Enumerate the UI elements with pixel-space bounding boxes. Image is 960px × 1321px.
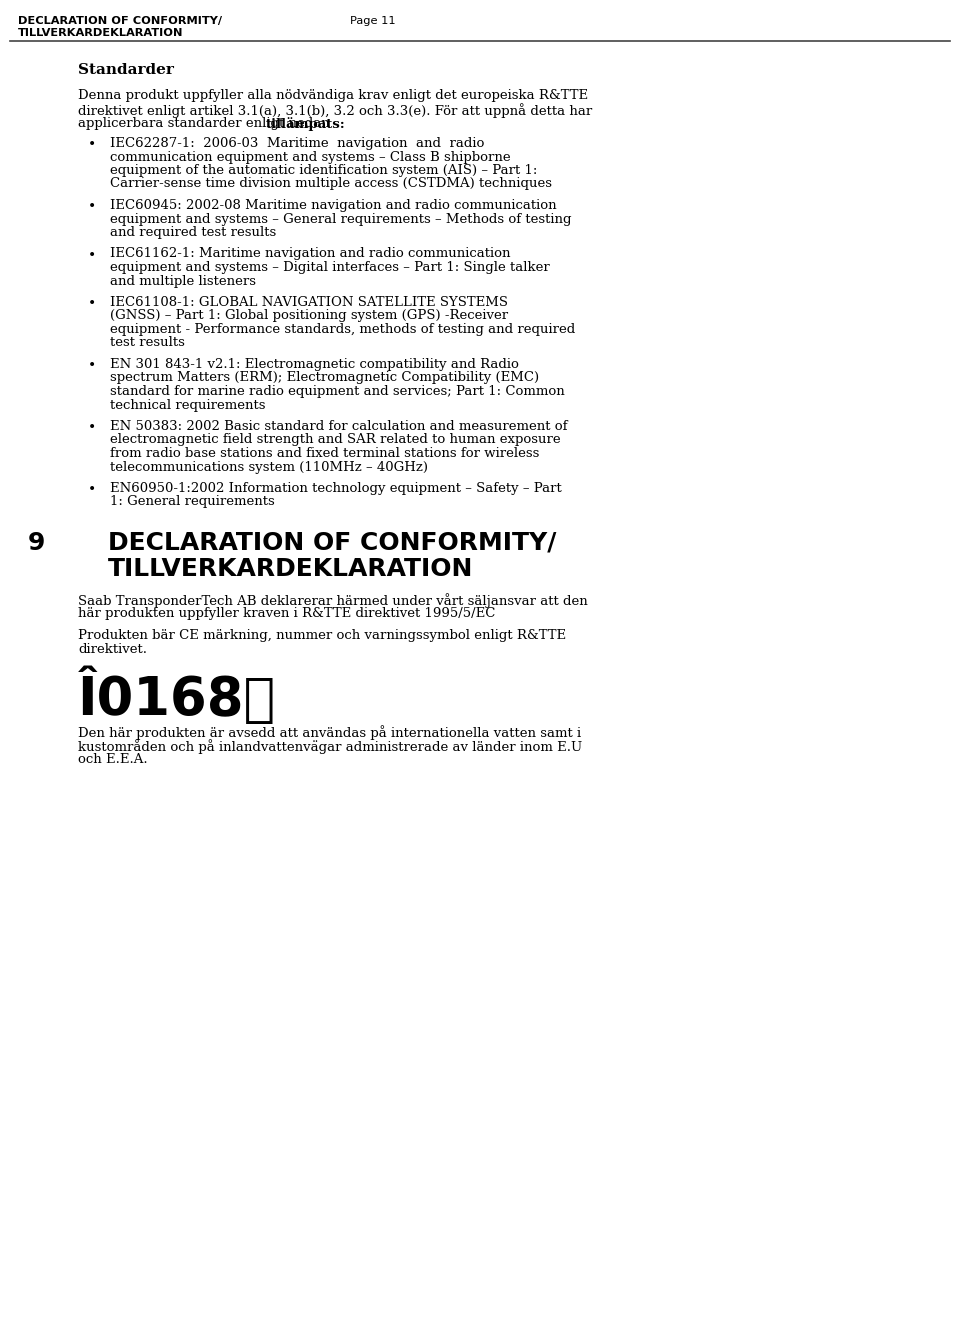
Text: IEC61108-1: GLOBAL NAVIGATION SATELLITE SYSTEMS: IEC61108-1: GLOBAL NAVIGATION SATELLITE … [110, 296, 508, 309]
Text: spectrum Matters (ERM); Electromagnetic Compatibility (EMC): spectrum Matters (ERM); Electromagnetic … [110, 371, 540, 384]
Text: tillämpats:: tillämpats: [266, 118, 346, 131]
Text: DECLARATION OF CONFORMITY/: DECLARATION OF CONFORMITY/ [108, 531, 557, 555]
Text: Saab TransponderTech AB deklarerar härmed under vårt säljansvar att den: Saab TransponderTech AB deklarerar härme… [78, 593, 588, 608]
Text: här produkten uppfyller kraven i R&TTE direktivet 1995/5/EC: här produkten uppfyller kraven i R&TTE d… [78, 608, 495, 620]
Text: •: • [88, 483, 96, 497]
Text: IEC60945: 2002-08 Maritime navigation and radio communication: IEC60945: 2002-08 Maritime navigation an… [110, 199, 557, 211]
Text: 1: General requirements: 1: General requirements [110, 495, 275, 509]
Text: equipment - Performance standards, methods of testing and required: equipment - Performance standards, metho… [110, 324, 575, 336]
Text: standard for marine radio equipment and services; Part 1: Common: standard for marine radio equipment and … [110, 384, 564, 398]
Text: applicerbara standarder enligt nedan: applicerbara standarder enligt nedan [78, 118, 334, 129]
Text: Denna produkt uppfyller alla nödvändiga krav enligt det europeiska R&TTE: Denna produkt uppfyller alla nödvändiga … [78, 89, 588, 102]
Text: direktivet enligt artikel 3.1(a), 3.1(b), 3.2 och 3.3(e). För att uppnå detta ha: direktivet enligt artikel 3.1(a), 3.1(b)… [78, 103, 592, 118]
Text: 9: 9 [28, 531, 45, 555]
Text: equipment and systems – General requirements – Methods of testing: equipment and systems – General requirem… [110, 213, 571, 226]
Text: Î0168ⓘ: Î0168ⓘ [78, 667, 276, 725]
Text: Produkten bär CE märkning, nummer och varningssymbol enligt R&TTE: Produkten bär CE märkning, nummer och va… [78, 629, 566, 642]
Text: •: • [88, 137, 96, 152]
Text: •: • [88, 359, 96, 373]
Text: •: • [88, 297, 96, 310]
Text: and required test results: and required test results [110, 226, 276, 239]
Text: IEC61162-1: Maritime navigation and radio communication: IEC61162-1: Maritime navigation and radi… [110, 247, 511, 260]
Text: electromagnetic field strength and SAR related to human exposure: electromagnetic field strength and SAR r… [110, 433, 561, 446]
Text: Den här produkten är avsedd att användas på internationella vatten samt i: Den här produkten är avsedd att användas… [78, 725, 581, 740]
Text: •: • [88, 248, 96, 263]
Text: telecommunications system (110MHz – 40GHz): telecommunications system (110MHz – 40GH… [110, 461, 428, 473]
Text: EN 301 843-1 v2.1: Electromagnetic compatibility and Radio: EN 301 843-1 v2.1: Electromagnetic compa… [110, 358, 518, 371]
Text: TILLVERKARDEKLARATION: TILLVERKARDEKLARATION [108, 557, 473, 581]
Text: Carrier-sense time division multiple access (CSTDMA) techniques: Carrier-sense time division multiple acc… [110, 177, 552, 190]
Text: TILLVERKARDEKLARATION: TILLVERKARDEKLARATION [18, 28, 183, 38]
Text: kustområden och på inlandvattenvägar administrerade av länder inom E.U: kustområden och på inlandvattenvägar ad… [78, 738, 583, 754]
Text: direktivet.: direktivet. [78, 643, 147, 657]
Text: EN 50383: 2002 Basic standard for calculation and measurement of: EN 50383: 2002 Basic standard for calcul… [110, 420, 567, 433]
Text: IEC62287-1:  2006-03  Maritime  navigation  and  radio: IEC62287-1: 2006-03 Maritime navigation … [110, 137, 485, 151]
Text: (GNSS) – Part 1: Global positioning system (GPS) -Receiver: (GNSS) – Part 1: Global positioning syst… [110, 309, 508, 322]
Text: equipment of the automatic identification system (AIS) – Part 1:: equipment of the automatic identificatio… [110, 164, 538, 177]
Text: and multiple listeners: and multiple listeners [110, 275, 256, 288]
Text: technical requirements: technical requirements [110, 399, 266, 412]
Text: Standarder: Standarder [78, 63, 174, 77]
Text: Page 11: Page 11 [350, 16, 396, 26]
Text: equipment and systems – Digital interfaces – Part 1: Single talker: equipment and systems – Digital interfac… [110, 262, 550, 273]
Text: test results: test results [110, 337, 185, 350]
Text: EN60950-1:2002 Information technology equipment – Safety – Part: EN60950-1:2002 Information technology eq… [110, 482, 562, 495]
Text: from radio base stations and fixed terminal stations for wireless: from radio base stations and fixed termi… [110, 446, 540, 460]
Text: och E.E.A.: och E.E.A. [78, 753, 148, 766]
Text: •: • [88, 199, 96, 214]
Text: •: • [88, 421, 96, 435]
Text: communication equipment and systems – Class B shipborne: communication equipment and systems – Cl… [110, 151, 511, 164]
Text: DECLARATION OF CONFORMITY/: DECLARATION OF CONFORMITY/ [18, 16, 222, 26]
